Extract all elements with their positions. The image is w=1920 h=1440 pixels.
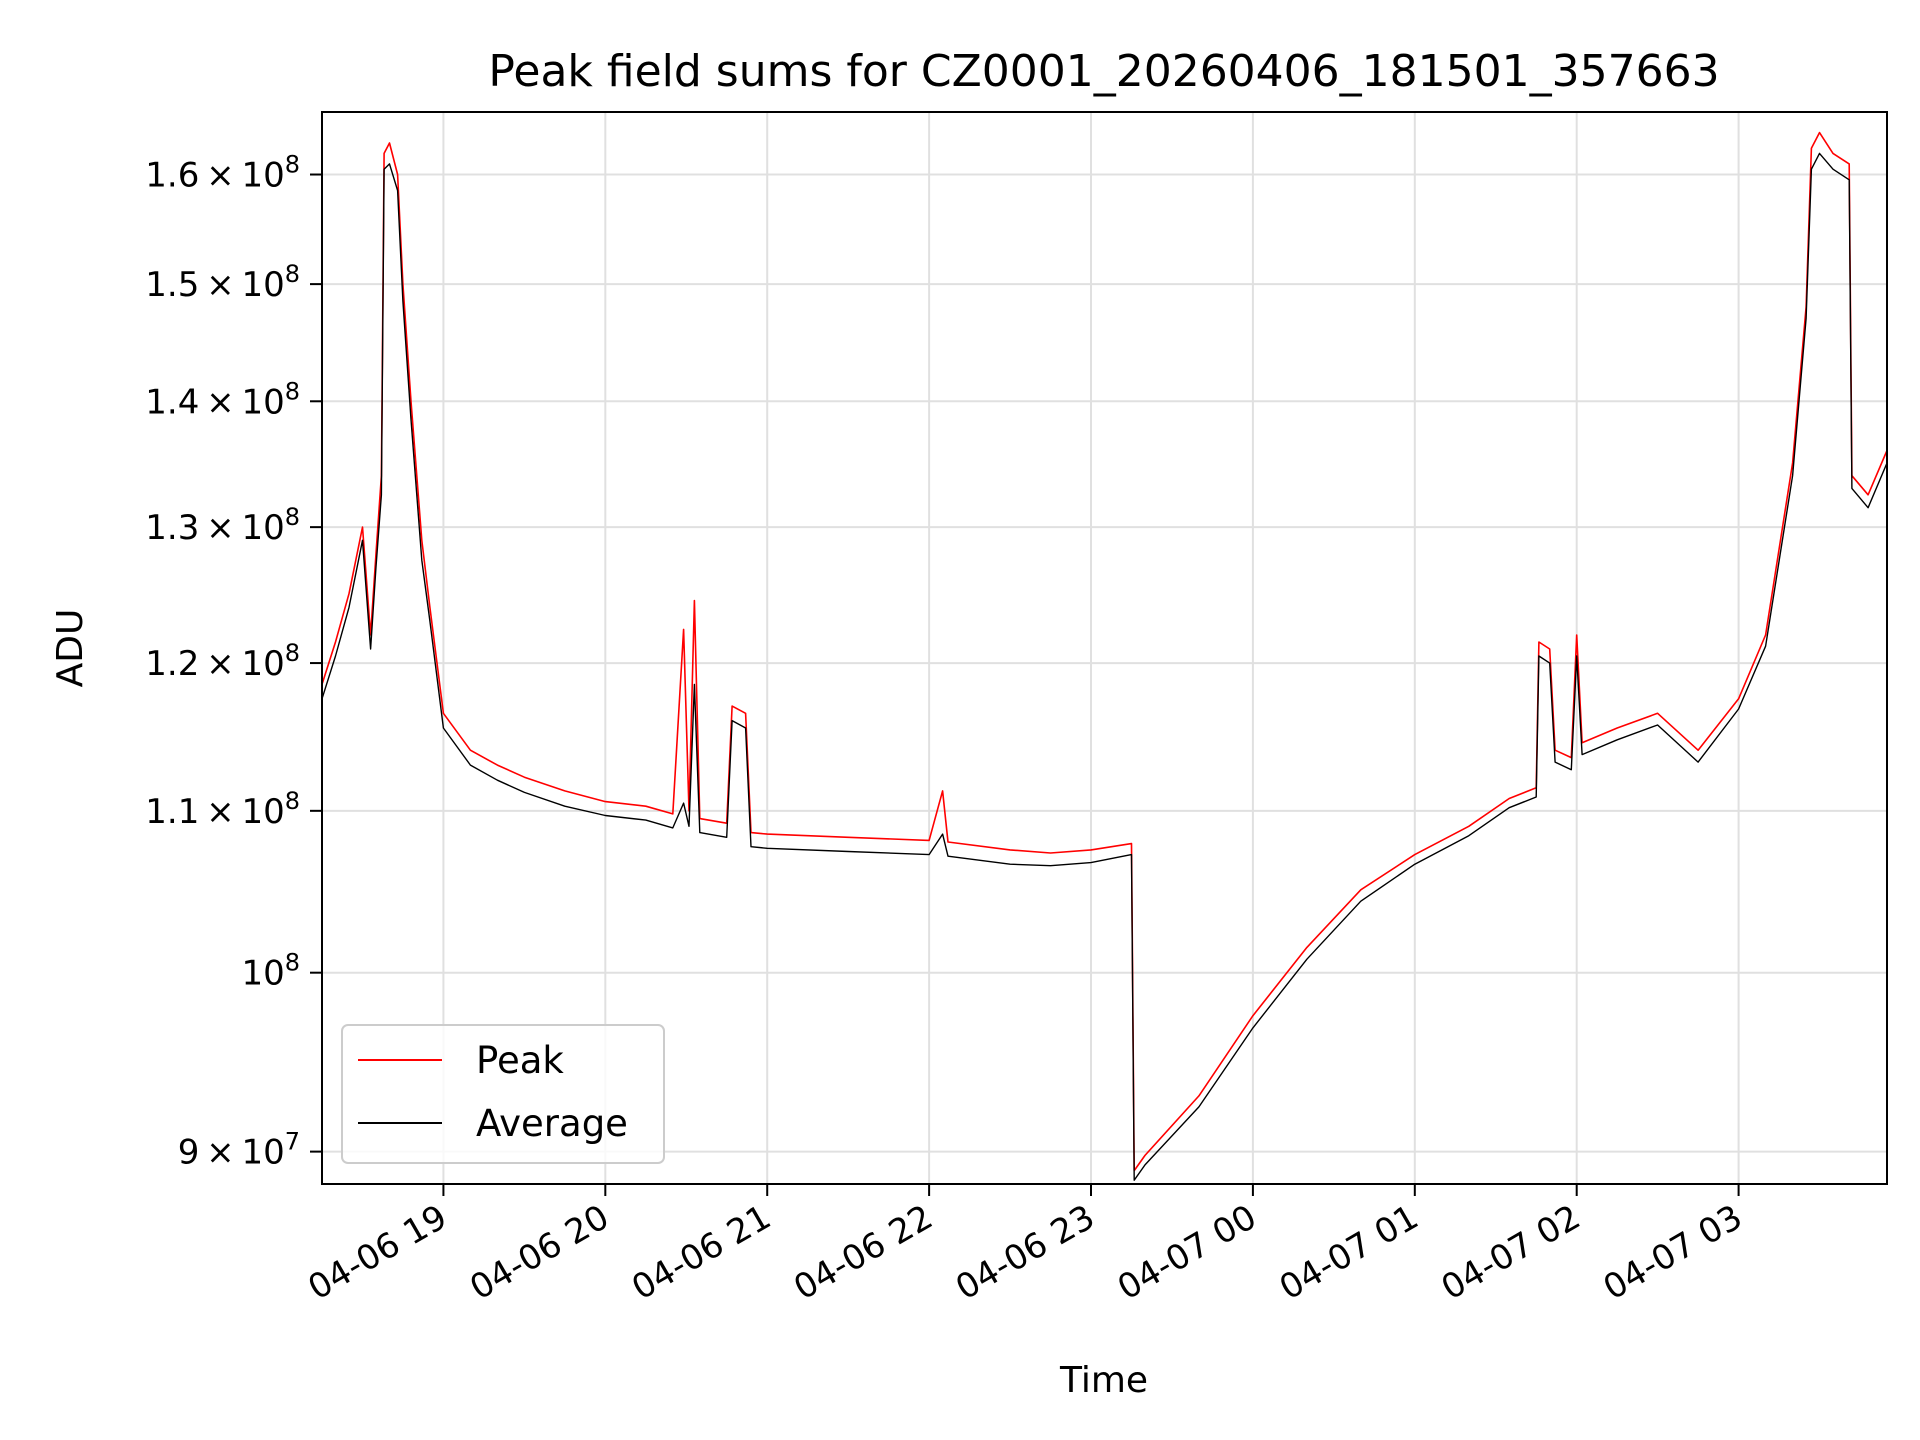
y-tick-mantissa: 1.3 xyxy=(145,508,199,548)
plot-series xyxy=(321,131,1888,1181)
y-tick-mantissa: 9 xyxy=(178,1133,200,1173)
legend-label-peak: Peak xyxy=(476,1039,564,1082)
y-tick-text: 1.6 × 108 xyxy=(145,151,300,196)
y-tick-text: 108 xyxy=(241,949,300,994)
y-tick-label: 1.5 × 108 xyxy=(145,260,300,305)
y-tick-label: 108 xyxy=(241,949,300,994)
series-line-peak xyxy=(321,131,1888,1172)
y-tick-exponent: 8 xyxy=(285,377,300,405)
y-tick-label: 1.2 × 108 xyxy=(145,639,300,684)
y-tick-exponent: 8 xyxy=(285,949,300,977)
y-tick-mantissa: 1.6 xyxy=(145,156,199,196)
y-tick-mantissa: 1.4 xyxy=(145,382,199,422)
y-tick-label: 1.6 × 108 xyxy=(145,151,300,196)
plot-frame xyxy=(321,111,1888,1185)
y-axis-label: ADU xyxy=(50,609,91,688)
x-axis-label: Time xyxy=(1059,1360,1148,1401)
y-tick-mantissa: 1.1 xyxy=(145,792,199,832)
y-tick-text: 9 × 107 xyxy=(178,1128,300,1173)
y-axis: 9 × 107 108 1.1 × 108 1.2 × 108 1.3 × 108 1.4… xyxy=(145,151,322,1173)
y-tick-label: 9 × 107 xyxy=(178,1128,300,1173)
y-tick-exponent: 8 xyxy=(285,151,300,179)
legend-label-average: Average xyxy=(476,1102,628,1145)
y-tick-exponent: 8 xyxy=(285,260,300,288)
y-tick-mantissa: 1.2 xyxy=(145,644,199,684)
y-tick-exponent: 8 xyxy=(285,639,300,667)
y-tick-text: 1.2 × 108 xyxy=(145,639,300,684)
series-line-average xyxy=(321,152,1888,1181)
y-tick-label: 1.1 × 108 xyxy=(145,787,300,832)
y-tick-exponent: 8 xyxy=(285,503,300,531)
y-tick-exponent: 8 xyxy=(285,787,300,815)
y-tick-text: 1.3 × 108 xyxy=(145,503,300,548)
y-tick-label: 1.3 × 108 xyxy=(145,503,300,548)
y-tick-label: 1.4 × 108 xyxy=(145,377,300,422)
y-tick-mantissa: 1.5 xyxy=(145,265,199,305)
y-tick-exponent: 7 xyxy=(285,1128,300,1156)
y-tick-text: 1.4 × 108 xyxy=(145,377,300,422)
y-tick-text: 1.1 × 108 xyxy=(145,787,300,832)
legend: Peak Average xyxy=(341,1024,665,1164)
chart-title: Peak field sums for CZ0001_20260406_1815… xyxy=(488,46,1719,97)
y-tick-text: 1.5 × 108 xyxy=(145,260,300,305)
